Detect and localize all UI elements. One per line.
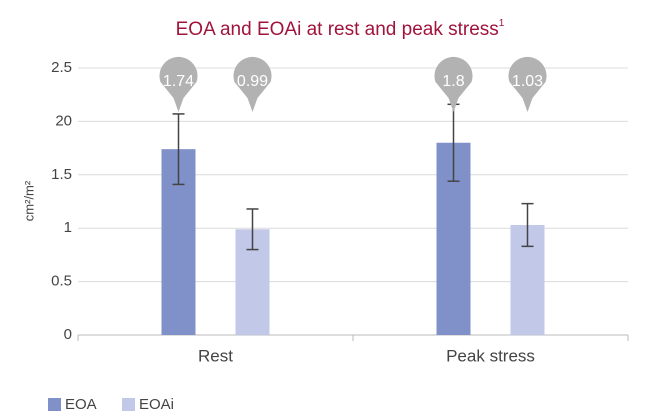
y-tick-label: 2.5	[51, 59, 72, 76]
error-bar	[246, 208, 259, 251]
data-label: 1.8	[442, 73, 464, 90]
error-bar	[521, 202, 534, 248]
title-text: EOA and EOAi at rest and peak stress	[176, 19, 499, 40]
x-tick-label: Peak stress	[446, 346, 535, 365]
y-tick-label: 0.5	[51, 273, 72, 290]
legend-label: EOA	[65, 396, 97, 413]
label-bubble	[159, 56, 198, 112]
label-bubble	[508, 56, 547, 112]
y-tick-label: 1	[64, 219, 72, 236]
legend-swatch	[48, 398, 61, 411]
x-tick-label: Rest	[198, 346, 233, 365]
data-label: 1.74	[163, 73, 194, 90]
error-bar	[172, 113, 185, 186]
title-note: 1	[499, 18, 505, 29]
label-bubble	[233, 56, 272, 112]
data-label: 0.99	[237, 73, 268, 90]
label-bubble	[434, 56, 473, 112]
legend-label: EOAi	[139, 396, 174, 413]
chart-title: EOA and EOAi at rest and peak stress1	[176, 18, 505, 40]
y-tick-label: 0	[64, 326, 72, 343]
y-tick-label: 20	[55, 112, 72, 129]
y-axis-label: cm²/m²	[21, 180, 36, 221]
y-tick-label: 1.5	[51, 166, 72, 183]
legend-swatch	[122, 398, 135, 411]
data-label: 1.03	[512, 73, 543, 90]
